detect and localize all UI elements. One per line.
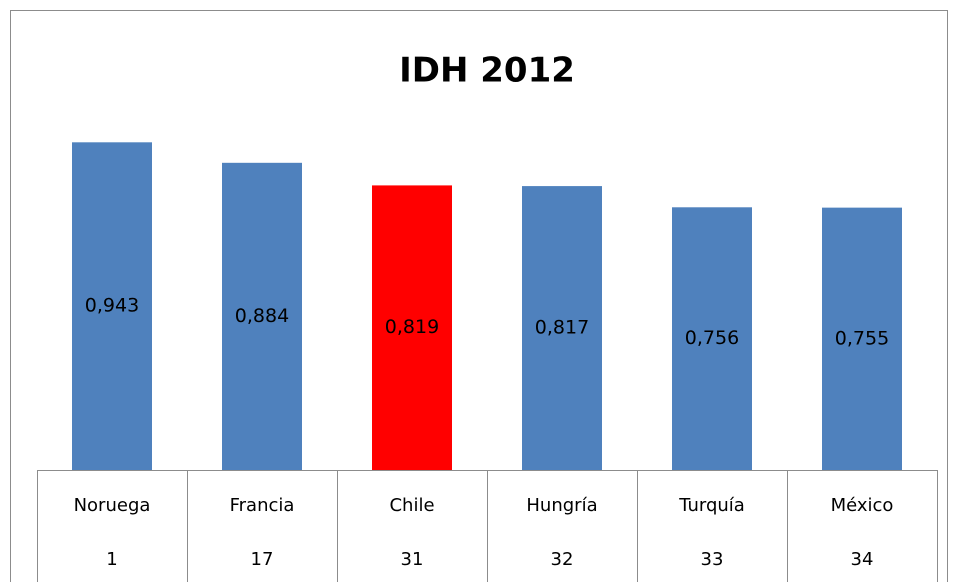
data-label: 0,755	[835, 327, 889, 349]
rank-label: 31	[401, 549, 424, 570]
x-tick-label: México	[831, 495, 894, 516]
chart-frame	[10, 10, 948, 582]
bar	[522, 186, 602, 470]
data-label: 0,756	[685, 327, 739, 349]
bar	[822, 207, 902, 470]
x-tick-label: Noruega	[74, 495, 151, 516]
bar	[72, 142, 152, 470]
data-label: 0,819	[385, 316, 439, 338]
bar	[222, 162, 302, 470]
x-tick-label: Hungría	[526, 495, 597, 516]
rank-label: 34	[851, 549, 874, 570]
data-label: 0,817	[535, 317, 589, 339]
x-tick-label: Chile	[389, 495, 434, 516]
x-tick-label: Francia	[230, 495, 295, 516]
bar	[672, 207, 752, 471]
rank-label: 17	[251, 549, 274, 570]
data-label: 0,943	[85, 295, 139, 317]
rank-label: 1	[106, 549, 117, 570]
rank-label: 32	[551, 549, 574, 570]
data-label: 0,884	[235, 305, 289, 327]
chart-title: IDH 2012	[399, 51, 575, 91]
x-tick-label: Turquía	[678, 495, 745, 516]
bar	[372, 185, 452, 470]
rank-label: 33	[701, 549, 724, 570]
